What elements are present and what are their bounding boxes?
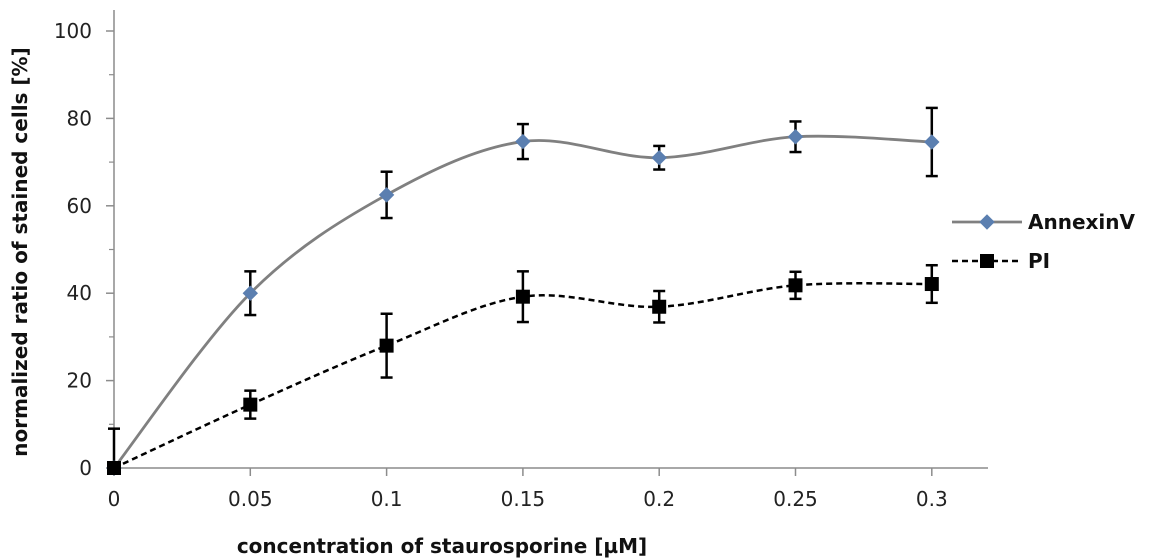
y-tick-label: 20 bbox=[67, 369, 92, 393]
legend-pi-label: PI bbox=[1028, 249, 1050, 273]
axis-labels: 0 20 40 60 80 100 0 0.05 0.1 0.15 0.2 0.25 0.3 concen… bbox=[8, 19, 948, 558]
annexinv-point bbox=[787, 129, 804, 145]
legend-pi-marker bbox=[980, 254, 994, 268]
legend-annexinv-marker bbox=[979, 214, 995, 230]
series-markers bbox=[106, 129, 940, 476]
x-tick-label: 0.15 bbox=[501, 487, 546, 511]
pi-point bbox=[924, 277, 939, 292]
axes bbox=[106, 10, 988, 476]
annexinv-point bbox=[651, 150, 667, 166]
annexinv-point bbox=[378, 187, 395, 203]
pi-point bbox=[379, 338, 394, 353]
annexinv-point bbox=[242, 285, 259, 301]
pi-point bbox=[652, 299, 667, 314]
annexinv-point bbox=[924, 134, 940, 150]
x-tick-label: 0.2 bbox=[643, 487, 675, 511]
y-tick-label: 0 bbox=[79, 456, 92, 480]
x-tick-label: 0.3 bbox=[916, 487, 948, 511]
legend-annexinv-label: AnnexinV bbox=[1028, 210, 1136, 234]
x-tick-label: 0.05 bbox=[228, 487, 273, 511]
y-tick-label: 40 bbox=[67, 281, 92, 305]
y-tick-label: 100 bbox=[54, 19, 92, 43]
annexinv-point bbox=[515, 133, 531, 150]
y-axis-title: normalized ratio of stained cells [%] bbox=[8, 47, 32, 456]
pi-point bbox=[243, 397, 258, 412]
x-tick-label: 0 bbox=[108, 487, 121, 511]
y-tick-label: 60 bbox=[67, 194, 92, 218]
pi-point bbox=[788, 278, 803, 293]
pi-point bbox=[515, 289, 530, 304]
pi-point bbox=[107, 461, 121, 475]
x-tick-label: 0.1 bbox=[371, 487, 403, 511]
y-tick-label: 80 bbox=[67, 106, 92, 130]
x-axis-title: concentration of staurosporine [µM] bbox=[237, 534, 647, 558]
x-tick-label: 0.25 bbox=[773, 487, 818, 511]
legend: AnnexinV PI bbox=[952, 210, 1136, 273]
